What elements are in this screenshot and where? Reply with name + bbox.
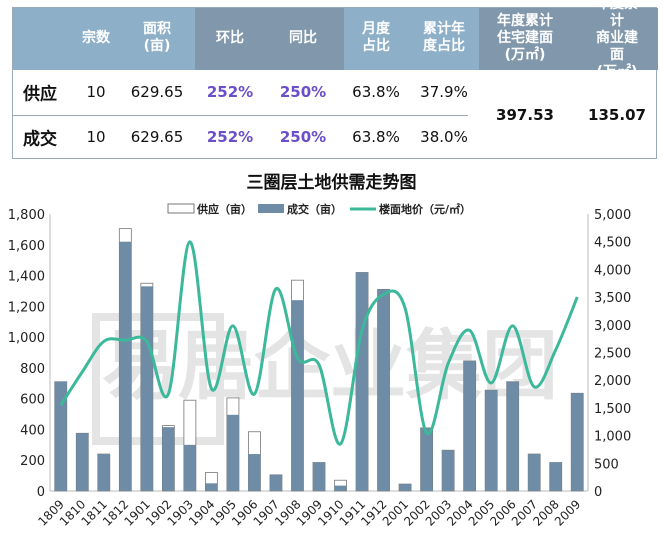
right-tick-label: 4,500 (594, 236, 631, 251)
right-tick-label: 4,000 (594, 263, 631, 278)
left-tick-label: 200 (20, 454, 45, 469)
table-cell: 63.8% (352, 128, 400, 146)
legend-supply-swatch (167, 203, 195, 214)
price-line (59, 240, 579, 446)
deal-bar (76, 433, 89, 491)
table-cell: 10 (86, 83, 106, 101)
right-tick-label: 1,000 (594, 430, 631, 445)
left-tick-label: 600 (20, 393, 45, 408)
left-tick-label: 800 (20, 362, 45, 377)
column-header: 年度累计 住宅建面 (万㎡) (497, 12, 553, 63)
column-header: 面积 (亩) (143, 21, 171, 54)
deal-bar (162, 427, 175, 491)
left-tick-label: 0 (37, 485, 45, 500)
left-tick-label: 1,600 (8, 239, 45, 254)
row-label: 供应 (23, 84, 57, 105)
column-header: 同比 (289, 29, 317, 46)
right-tick-label: 3,500 (594, 291, 631, 306)
deal-bar (119, 241, 132, 491)
watermark-seal (92, 313, 224, 445)
column-header: 累计年 度占比 (423, 21, 465, 54)
deal-bar (485, 390, 498, 491)
deal-bar (269, 474, 282, 491)
right-tick-label: 2,500 (594, 347, 631, 362)
table-cell: 10 (86, 128, 106, 146)
column-header: 月度 占比 (362, 21, 390, 54)
deal-bar (377, 289, 390, 491)
table-cell: 37.9% (420, 83, 468, 101)
table-cell: 250% (279, 128, 327, 146)
deal-bar (54, 381, 67, 491)
deal-bar (442, 450, 455, 491)
column-header: 环比 (216, 29, 244, 46)
merged-cell: 135.07 (588, 106, 646, 124)
deal-bar (571, 393, 584, 491)
table-cell: 629.65 (130, 83, 184, 101)
deal-bar (248, 454, 261, 491)
legend-deal-swatch (258, 204, 284, 213)
right-tick-label: 1,500 (594, 402, 631, 417)
left-tick-label: 400 (20, 423, 45, 438)
legend-supply-label: 供应（亩） (196, 202, 252, 216)
header-band (13, 8, 195, 70)
deal-bar (399, 484, 412, 491)
right-tick-label: 0 (594, 485, 602, 500)
header-band (195, 8, 344, 70)
legend-price-label: 楼面地价（元/㎡） (379, 202, 471, 216)
chart-title: 三圈层土地供需走势图 (246, 173, 417, 193)
deal-bar (97, 454, 110, 491)
merged-cell: 397.53 (496, 106, 554, 124)
right-tick-label: 5,000 (594, 208, 631, 223)
deal-bar (420, 427, 433, 491)
deal-bar (356, 272, 369, 491)
column-header: 宗数 (82, 29, 110, 46)
deal-bar (528, 454, 541, 491)
left-tick-label: 1,200 (8, 300, 45, 315)
table-cell: 252% (206, 83, 254, 101)
deal-bar (463, 360, 476, 491)
table-cell: 250% (279, 83, 327, 101)
right-tick-label: 500 (594, 457, 619, 472)
deal-bar (183, 444, 196, 491)
deal-bar (549, 462, 562, 491)
table-cell: 252% (206, 128, 254, 146)
left-tick-label: 1,400 (8, 270, 45, 285)
header-band (344, 8, 479, 70)
deal-bar (334, 485, 347, 491)
deal-bar (506, 381, 519, 491)
row-label: 成交 (23, 129, 57, 150)
right-tick-label: 3,000 (594, 319, 631, 334)
deal-bar (226, 414, 239, 491)
legend-deal-label: 成交（亩） (287, 202, 342, 216)
deal-bar (140, 286, 153, 491)
header-band (479, 8, 658, 70)
left-tick-label: 1,800 (8, 208, 45, 223)
table-header (13, 8, 658, 70)
deal-bar (291, 300, 304, 491)
table-cell: 629.65 (130, 128, 184, 146)
deal-bar (205, 483, 218, 491)
table-cell: 38.0% (420, 128, 468, 146)
row-divider (13, 115, 468, 116)
deal-bar (313, 462, 325, 491)
table-cell: 63.8% (352, 83, 400, 101)
right-tick-label: 2,000 (594, 374, 631, 389)
left-tick-label: 1,000 (8, 331, 45, 346)
summary-table (12, 7, 658, 159)
